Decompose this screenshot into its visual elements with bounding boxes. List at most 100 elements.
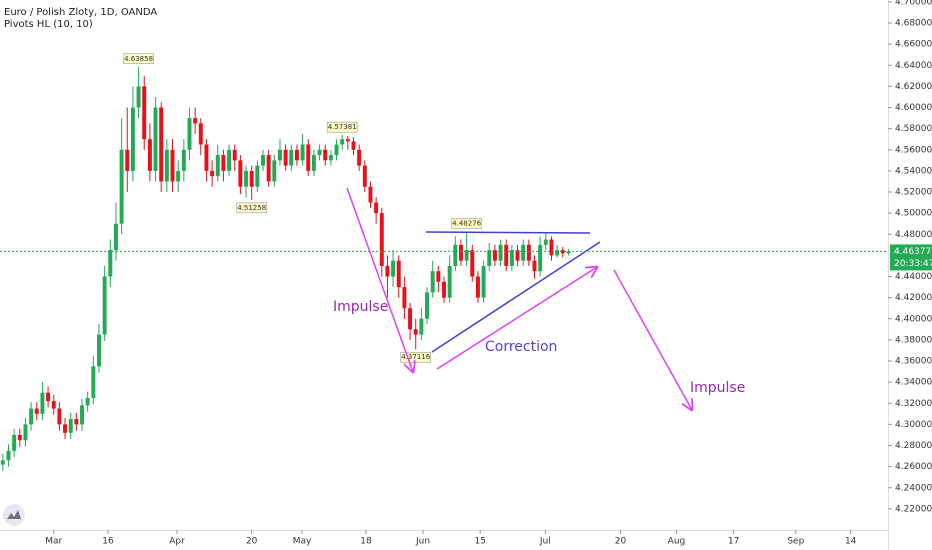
y-tick-label: 4.62000	[895, 82, 932, 92]
x-tick-label: 17	[728, 537, 739, 547]
y-tick-label: 4.58000	[895, 124, 932, 134]
candle-body	[549, 239, 554, 256]
candle-body	[215, 155, 220, 177]
annotation: Impulse	[690, 380, 745, 396]
candle-body	[481, 265, 486, 298]
candle-body	[374, 202, 379, 214]
impulse-arrow	[613, 269, 692, 410]
candle-body	[391, 260, 396, 277]
candle-body	[91, 366, 96, 398]
candle-body	[425, 292, 430, 319]
candle-body	[447, 265, 452, 298]
x-tick-label: Aug	[668, 537, 686, 547]
candle-body	[283, 149, 288, 166]
candle-body	[193, 118, 198, 124]
candle-body	[515, 250, 520, 261]
candle-body	[323, 149, 328, 161]
pivot-box	[123, 53, 154, 65]
candle-body	[294, 149, 299, 161]
candle-body	[249, 170, 254, 187]
candle-body	[328, 155, 333, 161]
annotation: Impulse	[333, 299, 388, 315]
candle-body	[334, 144, 339, 156]
candle-body	[538, 244, 543, 272]
candle-body	[453, 244, 458, 266]
x-tick-label: Jul	[539, 537, 551, 547]
x-tick-label: 20	[246, 537, 258, 547]
y-tick-label: 4.24000	[895, 483, 932, 493]
candle-body	[204, 144, 209, 171]
x-tick-label: Jun	[415, 537, 430, 547]
last-price-label: 4.46377	[894, 247, 931, 257]
candle-body	[210, 170, 215, 177]
candle-body	[159, 107, 164, 182]
pivot-box	[451, 218, 482, 229]
candle-body	[317, 149, 322, 156]
candle-body	[289, 149, 294, 166]
candle-body	[255, 165, 260, 187]
annotation: Correction	[485, 339, 557, 355]
candle-body	[34, 408, 39, 414]
candle-body	[170, 149, 175, 182]
candle-body	[147, 139, 152, 171]
tv-logo[interactable]	[3, 504, 25, 526]
candle-body	[272, 160, 277, 182]
candle-body	[221, 155, 226, 171]
y-tick-label: 4.70000	[895, 0, 932, 7]
candle-body	[492, 250, 497, 261]
y-tick-label: 4.48000	[895, 230, 932, 240]
y-tick-label: 4.52000	[895, 188, 932, 198]
candle-body	[543, 239, 548, 245]
y-tick-label: 4.26000	[895, 462, 932, 472]
candle-body	[97, 334, 101, 367]
pivot-label: 4.48276	[452, 219, 481, 227]
candle-body	[136, 86, 141, 108]
y-tick-label: 4.30000	[895, 420, 932, 430]
candle-body	[419, 318, 424, 335]
candle-body	[238, 160, 243, 187]
candle-body	[532, 260, 537, 272]
candle-body	[357, 149, 362, 166]
candle-body	[351, 141, 356, 150]
y-tick-label: 4.54000	[895, 166, 932, 176]
candle-body	[277, 149, 282, 161]
x-tick-label: Mar	[45, 537, 62, 547]
x-tick-label: Sep	[787, 537, 804, 547]
candle-body	[345, 139, 350, 142]
candle-body	[102, 276, 107, 335]
candle-body	[63, 424, 68, 433]
candle-body	[436, 271, 441, 282]
candle-body	[560, 250, 565, 254]
y-tick-label: 4.56000	[895, 145, 932, 155]
candle-body	[125, 149, 130, 171]
candle-body	[261, 155, 265, 166]
candle-body	[29, 408, 34, 425]
y-tick-label: 4.28000	[895, 441, 932, 451]
candle-body	[458, 244, 463, 261]
candle-body	[12, 434, 17, 451]
candle-body	[142, 86, 147, 140]
candle-body	[379, 213, 384, 266]
candle-body	[475, 276, 480, 298]
candle-body	[504, 244, 509, 266]
y-tick-label: 4.64000	[895, 61, 932, 71]
candle-body	[306, 144, 311, 171]
candle-body	[181, 149, 186, 171]
candle-body	[470, 250, 475, 277]
x-tick-label: 14	[845, 537, 857, 547]
y-tick-label: 4.68000	[895, 19, 932, 29]
candle-body	[362, 165, 367, 187]
candle-body	[311, 155, 316, 171]
y-tick-label: 4.40000	[895, 314, 932, 324]
candle-body	[68, 419, 73, 433]
candle-body	[198, 123, 203, 145]
candle-body	[113, 223, 118, 251]
candle-body	[176, 170, 181, 182]
plot-area: 4.63858 4.51258 4.57381 4.37116 4.48276	[0, 53, 571, 471]
impulse-arrow	[346, 187, 413, 372]
countdown-label: 20:33:47	[894, 259, 932, 269]
x-tick-label: 15	[474, 537, 485, 547]
candle-body	[23, 424, 28, 441]
chart-title: Euro / Polish Zloty, 1D, OANDA	[4, 7, 157, 18]
